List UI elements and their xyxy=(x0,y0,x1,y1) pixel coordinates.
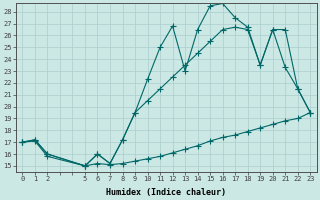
X-axis label: Humidex (Indice chaleur): Humidex (Indice chaleur) xyxy=(106,188,226,197)
